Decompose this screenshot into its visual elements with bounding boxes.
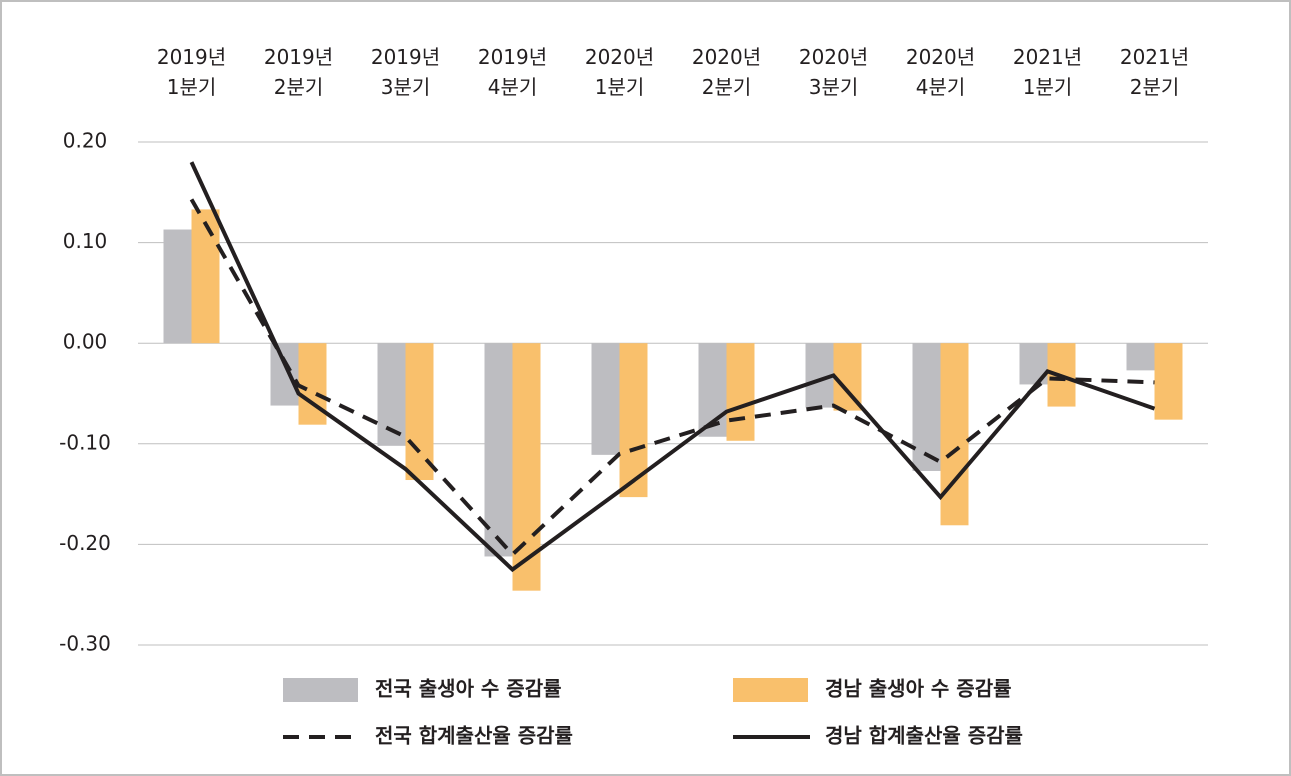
legend-swatch — [283, 678, 358, 702]
x-tick-label: 2020년 4분기 — [906, 45, 975, 99]
y-tick-label: -0.10 — [59, 430, 111, 454]
bar — [270, 343, 299, 406]
bar — [191, 209, 220, 344]
bar — [1126, 343, 1155, 371]
legend-label: 경남 출생아 수 증감률 — [825, 677, 1012, 701]
x-tick-label: 2021년 2분기 — [1120, 45, 1189, 99]
y-tick-label: 0.00 — [63, 330, 108, 354]
x-tick-label: 2020년 1분기 — [585, 45, 654, 99]
bar — [405, 343, 434, 481]
line — [189, 161, 1156, 573]
legend-label: 전국 합계출산율 증감률 — [375, 724, 573, 748]
bar — [726, 343, 755, 441]
x-tick-label: 2019년 4분기 — [478, 45, 547, 99]
bar — [1154, 343, 1183, 420]
x-tick-label: 2019년 3분기 — [371, 45, 440, 99]
line — [189, 198, 1155, 558]
x-tick-label: 2021년 1분기 — [1013, 45, 1082, 99]
y-tick-label: -0.30 — [59, 632, 111, 656]
x-tick-label: 2019년 1분기 — [157, 45, 226, 99]
legend-label: 전국 출생아 수 증감률 — [375, 677, 562, 701]
y-tick-label: 0.10 — [63, 229, 108, 253]
bar — [912, 343, 941, 471]
legend-swatch — [733, 678, 808, 702]
y-tick-label: 0.20 — [63, 129, 108, 153]
bar — [940, 343, 969, 526]
bar — [484, 343, 513, 557]
bar — [163, 229, 192, 344]
bar — [591, 343, 620, 455]
x-tick-label: 2020년 3분기 — [799, 45, 868, 99]
y-tick-label: -0.20 — [59, 531, 111, 555]
legend-label: 경남 합계출산율 증감률 — [825, 724, 1023, 748]
x-tick-label: 2020년 2분기 — [692, 45, 761, 99]
x-tick-label: 2019년 2분기 — [264, 45, 333, 99]
